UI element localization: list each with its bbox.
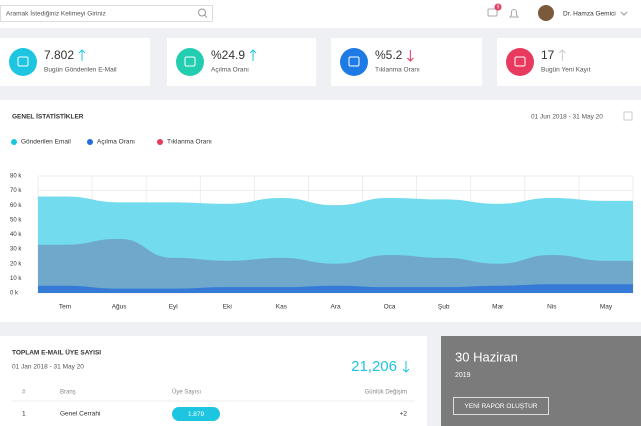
stat-value: 17	[541, 48, 555, 62]
x-tick-label: Ara	[330, 304, 341, 311]
chart-title: GENEL İSTATİSTİKLER	[12, 113, 84, 121]
y-tick-label: 20 k	[10, 261, 22, 267]
count-pill	[172, 407, 220, 421]
badge	[494, 3, 502, 11]
stat-icon-glyph	[514, 56, 526, 67]
area	[38, 284, 633, 293]
up-arrow	[559, 49, 566, 61]
stat-icon-glyph	[17, 56, 29, 67]
x-tick-label: Kas	[276, 304, 288, 311]
report-panel	[441, 336, 641, 426]
x-tick-label: Tem	[59, 304, 71, 311]
badge-count: 9	[497, 5, 500, 11]
stat-icon	[506, 48, 534, 76]
legend-label[interactable]: Tıklanma Oranı	[167, 139, 212, 146]
user-name[interactable]: Dr. Hamza Gemici	[563, 11, 616, 18]
legend-dot	[87, 139, 93, 145]
area	[38, 238, 633, 293]
message-icon[interactable]	[487, 8, 498, 17]
y-tick-label: 60 k	[10, 203, 22, 209]
calendar-icon[interactable]	[623, 111, 633, 121]
stat-label: Bugün Yeni Kayıt	[541, 67, 591, 74]
members-title: TOPLAM E-MAIL ÜYE SAYISI	[12, 348, 101, 357]
stat-label: Tıklanma Oranı	[375, 67, 420, 74]
x-tick-label: Eki	[223, 304, 232, 311]
cell: 1	[22, 411, 26, 418]
stat-icon	[9, 48, 37, 76]
x-tick-label: Ağus	[112, 304, 128, 311]
col-header: Üye Sayısı	[172, 389, 201, 396]
y-tick-label: 80 k	[10, 174, 22, 180]
stat-label: Açılma Oranı	[211, 67, 249, 74]
col-header: #	[22, 390, 26, 396]
search-icon[interactable]	[198, 8, 206, 17]
stat-label: Bugün Gönderilen E-Mail	[44, 67, 117, 74]
y-tick-label: 50 k	[10, 217, 22, 223]
date-range[interactable]: 01 Jun 2018 - 31 May 20	[531, 114, 603, 121]
legend-label[interactable]: Açılma Oranı	[97, 139, 135, 146]
avatar[interactable]	[538, 5, 554, 21]
stat-icon	[176, 48, 204, 76]
legend-label[interactable]: Gönderilen Email	[21, 139, 71, 146]
bell-icon[interactable]	[509, 9, 519, 18]
members-date[interactable]: 01 Jan 2018 - 31 May 20	[12, 364, 84, 371]
x-tick-label: Oca	[384, 304, 396, 311]
x-tick-label: Şub	[438, 304, 450, 311]
x-tick-label: Eyl	[169, 304, 179, 311]
col-header: Branş	[60, 390, 76, 396]
y-tick-label: 40 k	[10, 232, 22, 238]
down-arrow	[402, 361, 410, 373]
stat-value: 7.802	[44, 48, 74, 62]
x-tick-label: Nis	[547, 304, 557, 311]
search-icon	[204, 14, 208, 18]
up-arrow	[78, 49, 86, 61]
y-tick-label: 30 k	[10, 247, 22, 253]
y-tick-label: 10 k	[10, 276, 22, 282]
x-tick-label: May	[600, 304, 613, 311]
stat-icon-glyph	[184, 56, 196, 67]
stat-value: %24.9	[211, 48, 245, 62]
report-year: 2019	[455, 372, 471, 379]
members-total: 21,206	[351, 358, 397, 375]
up-arrow	[249, 49, 257, 61]
x-tick-label: Mar	[492, 304, 504, 311]
report-date: 30 Haziran	[455, 349, 518, 364]
chevron[interactable]	[620, 11, 628, 16]
y-tick-label: 0 k	[10, 291, 19, 297]
cell: +2	[400, 411, 408, 418]
search-placeholder: Aramak İstediğiniz Kelimeyi Giriniz	[6, 9, 106, 18]
search-box[interactable]	[0, 5, 213, 22]
legend-dot	[157, 139, 163, 145]
stat-value: %5.2	[375, 48, 403, 62]
report-button[interactable]	[453, 397, 549, 415]
down-arrow	[407, 50, 414, 62]
report-button-label[interactable]: YENİ RAPOR OLUŞTUR	[465, 401, 538, 410]
cell: 1.879	[188, 411, 205, 418]
stat-icon	[340, 48, 368, 76]
y-tick-label: 70 k	[10, 188, 22, 194]
legend-dot	[11, 139, 17, 145]
col-header: Günlük Değişim	[365, 390, 407, 396]
stat-icon-glyph	[348, 56, 360, 67]
cell: Genel Cerrahi	[60, 411, 100, 418]
